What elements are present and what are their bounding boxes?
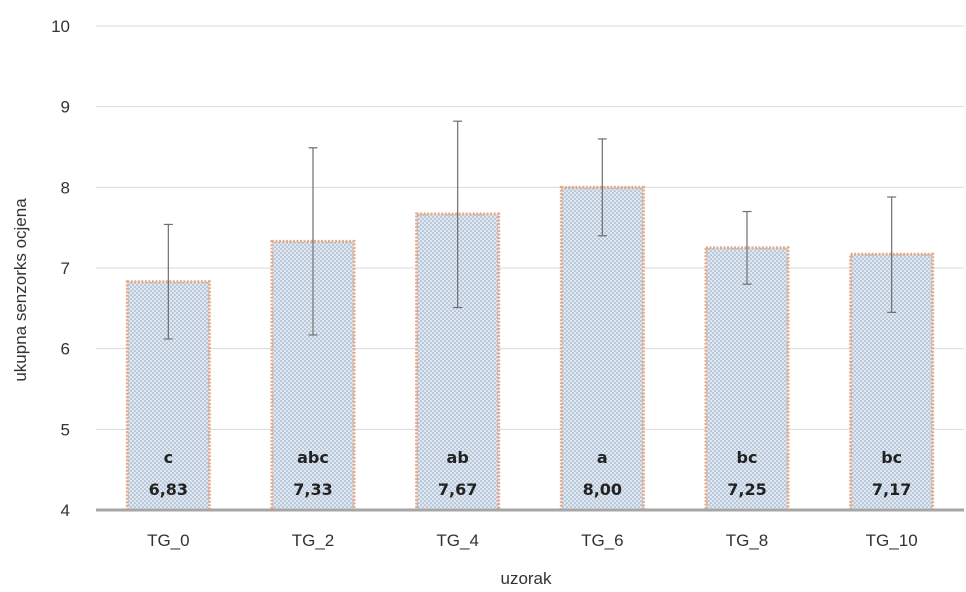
bar-tg-6	[559, 185, 645, 512]
value-label: 7,25	[727, 480, 766, 499]
y-tick-label: 8	[61, 178, 70, 197]
y-axis-title: ukupna senzorks ocjena	[11, 198, 30, 382]
value-label: 8,00	[583, 480, 622, 499]
error-bar	[597, 138, 607, 237]
error-bar	[453, 120, 463, 309]
significance-letter: bc	[737, 448, 758, 467]
y-tick-label: 4	[61, 501, 70, 520]
value-label: 7,17	[872, 480, 911, 499]
x-tick-label: TG_6	[581, 531, 624, 550]
x-tick-label: TG_8	[726, 531, 769, 550]
bar-labels: c 6,83 abc 7,33 ab 7,67 a 8,00 bc 7,25 bc 7,17	[149, 448, 912, 499]
x-tick-label: TG_10	[866, 531, 918, 550]
significance-letter: bc	[881, 448, 902, 467]
x-tick-label: TG_0	[147, 531, 190, 550]
error-bar	[742, 210, 752, 285]
error-bar	[163, 223, 173, 340]
y-tick-label: 7	[61, 259, 70, 278]
x-tick-label: TG_2	[292, 531, 335, 550]
y-tick-label: 10	[51, 17, 70, 36]
value-label: 7,33	[293, 480, 332, 499]
significance-letter: a	[597, 448, 608, 467]
y-tick-label: 6	[61, 340, 70, 359]
x-axis-title: uzorak	[500, 569, 552, 588]
error-bar	[887, 196, 897, 313]
y-tick-label: 5	[61, 420, 70, 439]
error-bars	[163, 120, 897, 340]
x-tick-label: TG_4	[436, 531, 479, 550]
significance-letter: c	[164, 448, 173, 467]
bar-tg-8	[704, 246, 790, 512]
significance-letter: abc	[297, 448, 329, 467]
value-label: 6,83	[149, 480, 188, 499]
axes: 4 5 6 7 8 9 10 TG_0 TG_2 TG_4 TG_6 TG_8 TG_10	[51, 17, 964, 550]
y-tick-label: 9	[61, 98, 70, 117]
error-bar	[308, 147, 318, 336]
value-label: 7,67	[438, 480, 477, 499]
significance-letter: ab	[447, 448, 469, 467]
gridlines	[96, 25, 964, 430]
